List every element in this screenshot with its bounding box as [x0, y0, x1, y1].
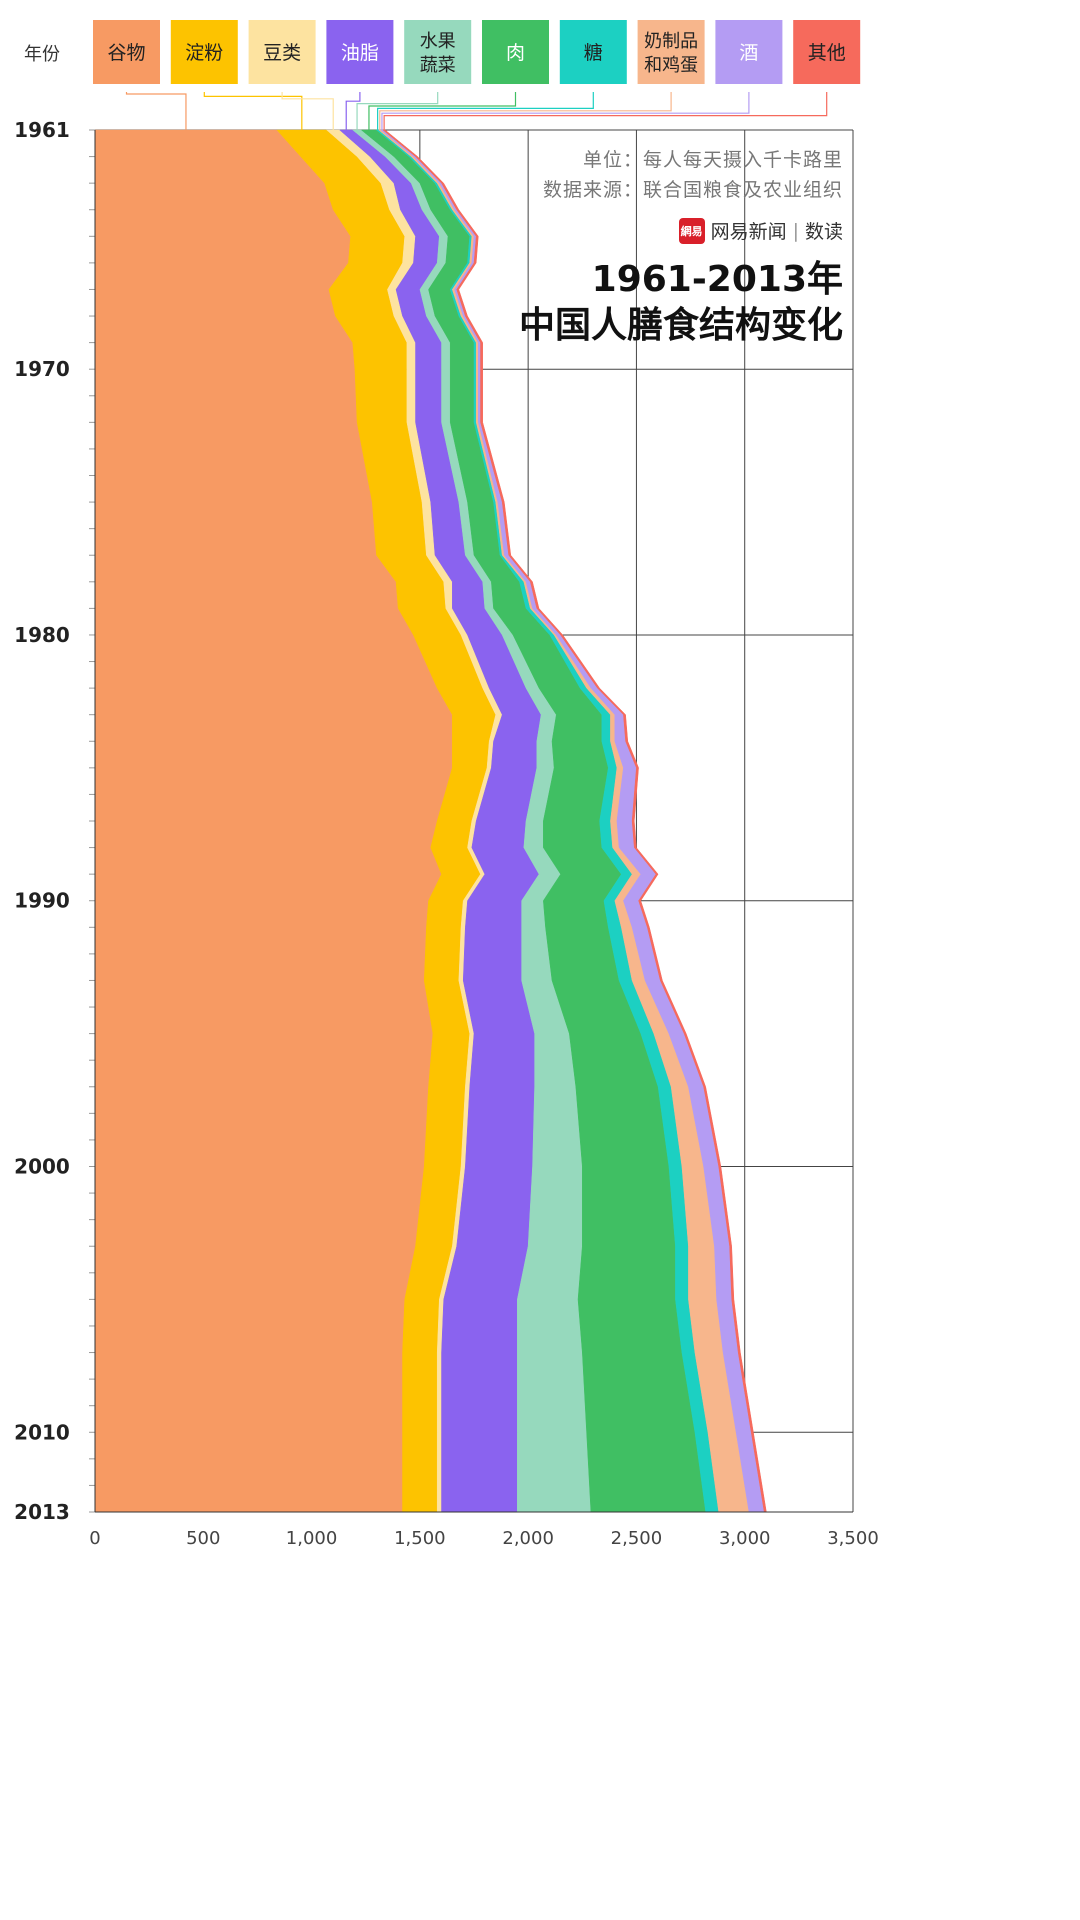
- legend-label: 豆类: [263, 42, 301, 64]
- legend-swatch: [559, 20, 627, 84]
- year-tick-label: 2000: [14, 1155, 70, 1179]
- year-tick-label: 1961: [14, 118, 70, 142]
- legend-item: 油脂: [326, 20, 394, 84]
- x-tick-label: 3,500: [827, 1528, 879, 1549]
- year-tick-label: 2010: [14, 1420, 70, 1444]
- legend-label: 谷物: [107, 42, 145, 64]
- legend-label-line2: 蔬菜: [420, 55, 456, 76]
- legend-swatch: [326, 20, 394, 84]
- year-tick-label: 2013: [14, 1500, 70, 1524]
- chart-title-line1: 1961-2013年: [591, 259, 843, 300]
- legend-item: 淀粉: [170, 20, 238, 84]
- legend-label-line2: 和鸡蛋: [644, 55, 698, 76]
- legend-connector: [125, 92, 187, 130]
- legend-label: 肉: [506, 42, 525, 64]
- x-tick-label: 1,500: [394, 1528, 446, 1549]
- legend-label: 酒: [739, 42, 758, 64]
- x-tick-label: 2,500: [611, 1528, 663, 1549]
- legend-label: 淀粉: [185, 42, 223, 64]
- legend-item: 酒: [715, 20, 783, 84]
- legend-label: 其他: [808, 42, 846, 64]
- legend-swatch: [93, 20, 160, 84]
- legend-item: 谷物: [93, 20, 160, 84]
- legend-swatch: [248, 20, 316, 84]
- axis-labels: 0 500 1,000 1,500 2,000 2,500 3,000 3,500 1961 19…: [14, 118, 879, 1549]
- legend-connector: [381, 92, 750, 130]
- legend-label-line1: 水果: [420, 31, 456, 52]
- legend-connector: [345, 92, 361, 130]
- unit-note: 单位：每人每天摄入千卡路里: [582, 149, 843, 171]
- x-tick-label: 1,000: [286, 1528, 338, 1549]
- year-tick-label: 1970: [14, 357, 70, 381]
- legend-connector: [281, 92, 334, 130]
- legend-swatch: [482, 20, 549, 84]
- legend-swatch: [404, 20, 472, 84]
- legend-item: 糖: [559, 20, 627, 84]
- legend-connector: [368, 92, 517, 130]
- legend-item: 肉: [482, 20, 549, 84]
- year-tick-label: 1990: [14, 889, 70, 913]
- area-layer: [94, 129, 767, 1513]
- chart-title-line2: 中国人膳食结构变化: [518, 305, 843, 346]
- legend-item: 其他: [793, 20, 861, 84]
- brand: 網易 网易新闻 | 数读: [519, 217, 843, 244]
- year-tick-label: 1980: [14, 623, 70, 647]
- brand-name: 网易新闻: [710, 221, 787, 243]
- netease-logo-icon: 網易: [678, 217, 705, 244]
- legend-connector: [203, 92, 303, 130]
- legend-swatch: [637, 20, 705, 84]
- year-axis-title: 年份: [24, 44, 60, 65]
- x-tick-label: 500: [186, 1528, 220, 1549]
- legend-label: 糖: [584, 42, 603, 64]
- source-note: 数据来源：联合国粮食及农业组织: [542, 179, 843, 201]
- x-tick-label: 3,000: [719, 1528, 771, 1549]
- brand-sub: 数读: [804, 221, 843, 243]
- x-tick-label: 0: [89, 1528, 100, 1549]
- legend-swatch: [715, 20, 783, 84]
- info-block: 单位：每人每天摄入千卡路里 数据来源：联合国粮食及农业组织 網易 网易新闻 | …: [519, 145, 843, 350]
- legend-swatch: [793, 20, 861, 84]
- legend-swatch: [170, 20, 238, 84]
- legend-label-line1: 奶制品: [644, 31, 698, 52]
- legend-label: 油脂: [341, 42, 379, 64]
- legend-connectors: [125, 92, 828, 130]
- legend-connector: [377, 92, 594, 130]
- legend-connector: [356, 92, 439, 130]
- brand-separator: |: [792, 219, 799, 242]
- legend-item: 豆类: [248, 20, 316, 84]
- legend-connector: [379, 92, 672, 130]
- legend-connector: [383, 92, 828, 130]
- x-tick-label: 2,000: [502, 1528, 554, 1549]
